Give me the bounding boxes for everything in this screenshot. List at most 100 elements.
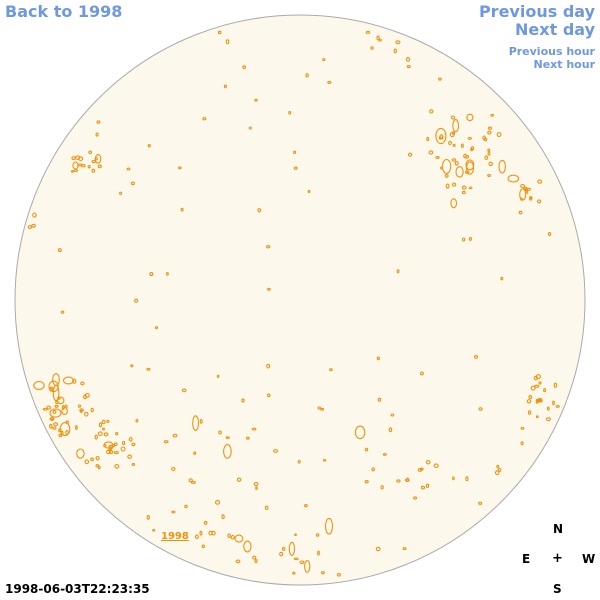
previous-hour-link[interactable]: Previous hour xyxy=(508,45,595,58)
contour-patch xyxy=(425,483,430,488)
contour-patch xyxy=(223,444,232,459)
contour-patch xyxy=(376,35,380,41)
contour-patch xyxy=(530,385,536,391)
contour-patch xyxy=(65,430,69,436)
contour-patch xyxy=(534,384,540,388)
contour-patch xyxy=(91,168,96,173)
contour-patch xyxy=(255,486,258,490)
contour-patch xyxy=(227,533,231,539)
contour-patch xyxy=(131,442,136,447)
contour-patch xyxy=(370,46,374,50)
contour-patch xyxy=(266,245,271,249)
contour-patch xyxy=(364,480,369,484)
contour-patch xyxy=(460,143,464,148)
contour-patch xyxy=(192,415,200,431)
contour-patch xyxy=(527,410,532,415)
contour-patch xyxy=(120,446,126,452)
contour-patch xyxy=(193,451,197,455)
contour-patch xyxy=(537,398,543,403)
contour-patch xyxy=(396,269,400,274)
contour-patch xyxy=(482,135,486,140)
contour-patch xyxy=(294,533,297,537)
contour-patch xyxy=(52,384,60,402)
contour-patch xyxy=(428,150,434,155)
contour-patch xyxy=(292,571,296,575)
compass-west: W xyxy=(582,552,596,566)
contour-patch xyxy=(451,131,456,135)
contour-patch xyxy=(95,464,100,468)
contour-patch xyxy=(71,169,74,173)
contour-patch xyxy=(478,407,483,411)
contour-patch xyxy=(450,198,458,209)
contour-patch xyxy=(88,150,93,155)
contour-patch xyxy=(371,467,375,472)
contour-patch xyxy=(80,381,85,386)
contour-patch xyxy=(464,170,470,174)
compass-center: + xyxy=(552,551,563,566)
contour-patch xyxy=(84,459,90,465)
contour-patch xyxy=(230,535,235,540)
contour-patch xyxy=(320,407,325,411)
contour-patch xyxy=(324,517,334,535)
contour-patch xyxy=(165,271,169,276)
next-day-link[interactable]: Next day xyxy=(515,20,595,39)
contour-patch xyxy=(163,440,169,444)
contour-patch xyxy=(417,467,423,472)
contour-patch xyxy=(444,174,449,178)
contour-patch xyxy=(390,413,395,417)
year-link[interactable]: 1998 xyxy=(161,531,189,542)
contour-patch xyxy=(407,152,413,157)
contour-patch xyxy=(90,407,94,413)
contour-patch xyxy=(217,30,222,35)
contour-patch xyxy=(322,458,327,462)
contour-patch xyxy=(450,115,456,120)
contour-patch xyxy=(235,559,241,564)
contour-patch xyxy=(461,185,467,190)
contour-patch xyxy=(438,77,442,81)
contour-patch xyxy=(307,189,311,193)
contour-patch xyxy=(396,479,401,483)
contour-patch xyxy=(426,136,430,142)
contour-patch xyxy=(404,478,410,483)
contour-patch xyxy=(97,431,103,437)
contour-patch xyxy=(96,120,101,124)
contour-patch xyxy=(52,409,57,414)
contour-patch xyxy=(60,430,64,436)
contour-patch xyxy=(455,166,464,178)
contour-patch xyxy=(435,127,447,145)
previous-day-link[interactable]: Previous day xyxy=(478,2,595,21)
contour-patch xyxy=(113,451,119,455)
contour-patch xyxy=(46,405,51,410)
contour-patch xyxy=(375,546,381,552)
contour-patch xyxy=(94,434,98,440)
contour-patch xyxy=(103,443,107,448)
contour-patch xyxy=(251,427,257,431)
contour-patch xyxy=(201,544,205,549)
contour-patch xyxy=(273,449,279,453)
contour-patch xyxy=(520,441,524,446)
contour-patch xyxy=(377,397,382,402)
contour-patch xyxy=(382,453,387,456)
contour-patch xyxy=(146,515,150,520)
contour-patch xyxy=(293,557,299,561)
contour-patch xyxy=(395,40,401,45)
back-to-year-link[interactable]: Back to 1998 xyxy=(5,2,123,21)
contour-patch xyxy=(49,417,55,421)
contour-patch xyxy=(97,465,101,470)
contour-patch xyxy=(121,441,126,446)
contour-patch xyxy=(264,505,269,510)
contour-patch xyxy=(84,411,89,417)
contour-patch xyxy=(62,376,75,385)
contour-patch xyxy=(406,65,411,69)
contour-patch xyxy=(488,161,493,167)
contour-patch xyxy=(113,442,118,447)
contour-patch xyxy=(299,560,305,565)
contour-patch xyxy=(266,363,271,369)
contour-patch xyxy=(135,419,139,423)
contour-patch xyxy=(288,541,296,556)
contour-patch xyxy=(234,534,244,543)
contour-patch xyxy=(119,191,123,195)
next-hour-link[interactable]: Next hour xyxy=(533,58,596,71)
contour-patch xyxy=(354,425,366,440)
contour-patch xyxy=(445,183,450,189)
